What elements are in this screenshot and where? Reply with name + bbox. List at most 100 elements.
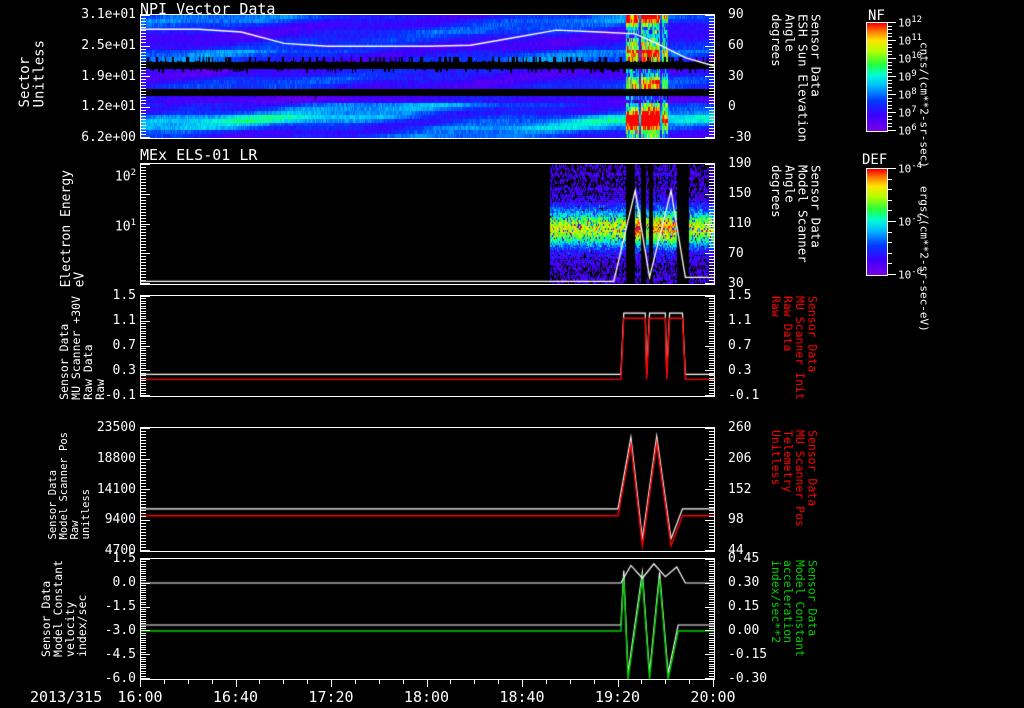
colorbar-def (866, 168, 888, 276)
tick-label-right: 0.3 (728, 363, 752, 378)
colorbar-tick-label: 108 (898, 87, 917, 102)
tick-label-right: 44 (728, 543, 744, 558)
tick-label-right: 98 (728, 512, 744, 528)
tick-label-left: 23500 (96, 420, 136, 435)
axis-label-velocity-right-text: Sensor Data Model Constant acceleration … (769, 560, 820, 657)
tick-label-left: 1.1 (112, 313, 136, 328)
tick-label-left: 14100 (96, 481, 136, 497)
tick-label-left: -3.0 (104, 623, 136, 638)
axis-label-velocity-right: Sensor Data Model Constant acceleration … (769, 560, 820, 657)
xaxis-tick-label: 16:00 (117, 688, 163, 706)
axis-label-velocity-left-text: Sensor Data Model Constant velocity inde… (39, 560, 90, 657)
tick-column-left (141, 428, 150, 551)
xaxis-ticks (140, 680, 715, 688)
tick-label-left: 1.5 (112, 551, 136, 566)
colorbar-tick-label: 107 (898, 105, 917, 120)
tick-label-right: 150 (728, 186, 752, 201)
axis-label-scannerpos-left-text: Sensor Data Model Scanner Pos Raw unitle… (47, 432, 93, 540)
tick-label-right: 60 (728, 37, 744, 53)
tick-label-left: 6.2e+00 (81, 130, 136, 145)
tick-label-left: 18800 (96, 450, 136, 466)
axis-label-mu30v-left-text: Sensor Data MU Scanner +30V Raw Data Raw (57, 296, 108, 400)
tick-label-right: 1.1 (728, 313, 752, 328)
panel-title-els: MEx ELS-01 LR (140, 146, 258, 164)
panel-npi-plot (140, 14, 715, 139)
model-constant-velocity-canvas (141, 559, 714, 679)
tick-label-left: 1.5 (112, 288, 136, 303)
axis-label-npi-left-text: Sector Unitless (17, 40, 48, 108)
colorbar-tick-label: 10-5 (898, 214, 923, 229)
colorbar-nf-units-text: cnts/(cm**2-sr-sec) (917, 42, 931, 168)
axis-label-scannerpos-right-text: Sensor Data MU Scanner Pos Telemetry Uni… (769, 430, 820, 527)
colorbar-tick-label: 1011 (898, 33, 923, 48)
panel-els-plot (140, 163, 715, 285)
tick-label-right: 110 (728, 216, 752, 231)
axis-label-mu30v-right-text: Sensor Data MU Scanner Init Raw Data Raw (769, 296, 820, 400)
panel-title-npi: NPI Vector Data (140, 0, 276, 18)
axis-label-els-left-text: Electron Energy eV (59, 170, 88, 288)
tick-label-left: 4700 (104, 543, 136, 558)
tick-label-left: -0.1 (104, 388, 136, 403)
colorbar-tick-label: 10-4 (898, 161, 923, 176)
tick-label-right: 0.30 (728, 575, 760, 590)
panel-mu-scanner-30v-plot (140, 295, 715, 397)
tick-label-right: 0 (728, 99, 736, 115)
tick-label-left: 0.0 (112, 575, 136, 590)
tick-label-right: 190 (728, 156, 752, 171)
tick-label-left: 0.3 (112, 363, 136, 378)
tick-column-right (705, 15, 714, 138)
colorbar-tick-label: 1012 (898, 15, 923, 30)
axis-label-npi-right: Sensor Data ESH Sun Elevation Angle degr… (769, 14, 824, 142)
tick-label-left: 102 (114, 168, 136, 185)
tick-column-right (705, 428, 714, 551)
axis-label-scannerpos-right: Sensor Data MU Scanner Pos Telemetry Uni… (769, 430, 820, 527)
colorbar-def-units: ergs/(cm**2-sr-sec-eV) (918, 160, 945, 358)
tick-label-left: 1.2e+01 (81, 99, 136, 115)
tick-column-left (141, 164, 150, 284)
tick-column-left (141, 296, 150, 396)
tick-label-right: 206 (728, 450, 752, 466)
tick-column-left (141, 559, 150, 679)
axis-label-npi-right-text: Sensor Data ESH Sun Elevation Angle degr… (769, 14, 824, 142)
tick-column-right (705, 164, 714, 284)
xaxis-tick-label: 18:40 (499, 688, 545, 706)
axis-label-els-right-text: Sensor Data Model Scanner Angle degrees (769, 165, 824, 263)
tick-label-right: 0.45 (728, 551, 760, 566)
tick-label-left: 3.1e+01 (81, 7, 136, 22)
tick-label-right: 30 (728, 276, 744, 291)
xaxis-tick-label: 20:00 (690, 688, 736, 706)
tick-column-right (705, 559, 714, 679)
colorbar-tick-label: 106 (898, 123, 917, 138)
axis-label-scannerpos-left: Sensor Data Model Scanner Pos Raw unitle… (47, 432, 93, 540)
axis-label-mu30v-left: Sensor Data MU Scanner +30V Raw Data Raw (57, 296, 108, 400)
tick-label-right: 0.00 (728, 623, 760, 638)
tick-label-left: 101 (114, 218, 136, 235)
xaxis-tick-label: 18:00 (403, 688, 450, 706)
tick-label-left: -4.5 (104, 647, 136, 662)
tick-label-left: 2.5e+01 (81, 37, 136, 53)
tick-label-right: 90 (728, 7, 744, 22)
xaxis-tick-label: 17:20 (308, 688, 354, 706)
tick-label-left: 9400 (104, 512, 136, 528)
tick-label-right: 260 (728, 420, 752, 435)
tick-column-right (705, 296, 714, 396)
axis-label-els-left: Electron Energy eV (59, 170, 88, 288)
colorbar-tick-label: 10-6 (898, 267, 923, 282)
tick-label-right: -30 (728, 130, 752, 145)
colorbar-def-title: DEF (862, 152, 888, 168)
tick-label-right: -0.1 (728, 388, 760, 403)
els-spectrogram-canvas (141, 164, 714, 284)
colorbar-nf-gradient (867, 23, 887, 131)
panel-model-constant-velocity-plot (140, 558, 715, 680)
npi-spectrogram-canvas (141, 15, 714, 138)
tick-label-left: -6.0 (104, 671, 136, 686)
tick-label-right: 0.15 (728, 599, 760, 614)
model-scanner-pos-canvas (141, 428, 714, 551)
colorbar-nf-units: cnts/(cm**2-sr-sec) (918, 16, 945, 194)
colorbar-nf (866, 22, 888, 132)
axis-label-els-right: Sensor Data Model Scanner Angle degrees (769, 165, 824, 263)
axis-label-npi-left: Sector Unitless (17, 40, 48, 108)
tick-label-right: 30 (728, 68, 744, 84)
tick-label-right: -0.30 (728, 671, 768, 686)
